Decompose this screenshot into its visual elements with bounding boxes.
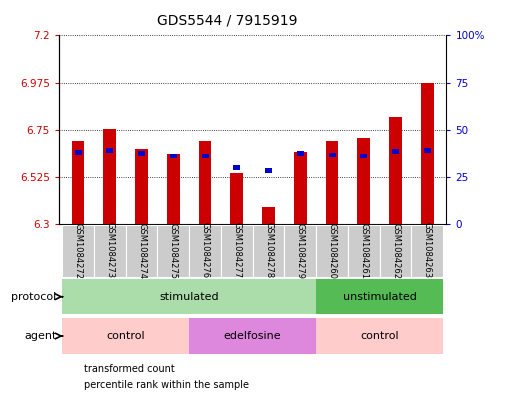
Bar (170, 154, 177, 158)
Bar (199, 141, 211, 224)
Text: percentile rank within the sample: percentile rank within the sample (84, 380, 249, 390)
Bar (138, 151, 145, 156)
Bar (106, 148, 113, 153)
Bar (126, 224, 157, 277)
Text: GSM1084276: GSM1084276 (201, 222, 209, 279)
Bar (189, 318, 316, 354)
Bar (230, 173, 243, 224)
Text: GSM1084260: GSM1084260 (327, 222, 337, 279)
Text: unstimulated: unstimulated (343, 292, 417, 302)
Bar (297, 151, 304, 156)
Bar (62, 318, 189, 354)
Bar (167, 154, 180, 224)
Text: agent: agent (24, 331, 56, 341)
Bar (326, 141, 339, 224)
Bar (316, 279, 443, 314)
Text: GSM1084272: GSM1084272 (73, 222, 83, 279)
Text: GSM1084263: GSM1084263 (423, 222, 432, 279)
Bar (392, 149, 399, 154)
Bar (135, 149, 148, 224)
Bar (358, 138, 370, 224)
Text: GSM1084279: GSM1084279 (296, 222, 305, 279)
Bar (421, 83, 433, 224)
Text: GSM1084274: GSM1084274 (137, 222, 146, 279)
Text: edelfosine: edelfosine (224, 331, 282, 341)
Bar (253, 224, 284, 277)
Bar (316, 318, 443, 354)
Bar (348, 224, 380, 277)
Bar (294, 152, 307, 224)
Text: GDS5544 / 7915919: GDS5544 / 7915919 (157, 13, 297, 28)
Text: protocol: protocol (11, 292, 56, 302)
Text: stimulated: stimulated (160, 292, 219, 302)
Bar (328, 152, 336, 157)
Bar (411, 224, 443, 277)
Text: control: control (360, 331, 399, 341)
Text: control: control (106, 331, 145, 341)
Bar (316, 224, 348, 277)
Bar (62, 279, 316, 314)
Text: GSM1084277: GSM1084277 (232, 222, 241, 279)
Bar (72, 141, 85, 224)
Bar (202, 154, 208, 158)
Bar (284, 224, 316, 277)
Bar (157, 224, 189, 277)
Bar (221, 224, 253, 277)
Text: GSM1084278: GSM1084278 (264, 222, 273, 279)
Bar (104, 129, 116, 224)
Bar (262, 207, 275, 224)
Text: GSM1084273: GSM1084273 (105, 222, 114, 279)
Bar (389, 117, 402, 224)
Text: transformed count: transformed count (84, 364, 175, 374)
Text: GSM1084275: GSM1084275 (169, 222, 178, 279)
Bar (360, 154, 367, 158)
Bar (189, 224, 221, 277)
Text: GSM1084261: GSM1084261 (359, 222, 368, 279)
Bar (94, 224, 126, 277)
Text: GSM1084262: GSM1084262 (391, 222, 400, 279)
Bar (380, 224, 411, 277)
Bar (62, 224, 94, 277)
Bar (424, 148, 431, 153)
Bar (74, 151, 82, 155)
Bar (265, 168, 272, 173)
Bar (233, 165, 240, 170)
